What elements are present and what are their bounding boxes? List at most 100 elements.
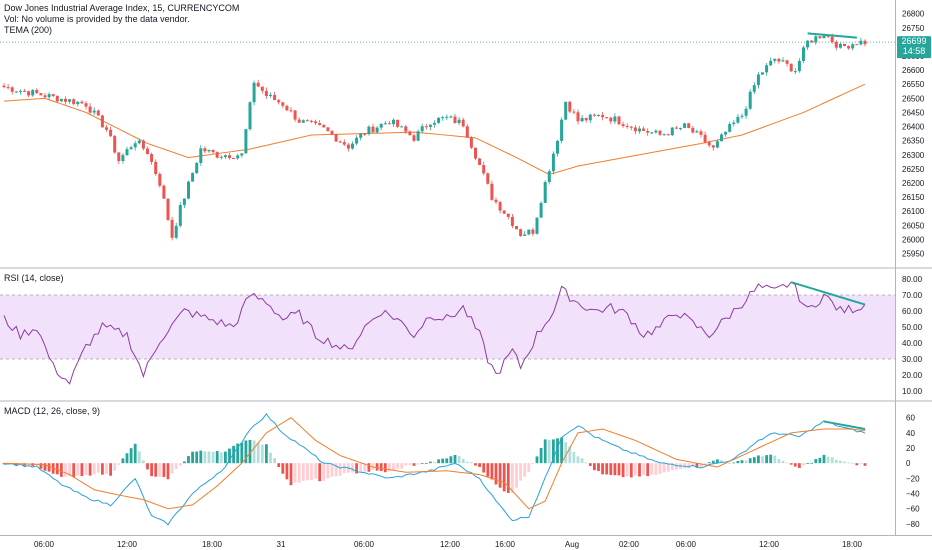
candle-body (519, 229, 523, 236)
candle-body (314, 121, 318, 124)
macd-histogram-bar (96, 463, 100, 473)
time-tick-label: 06:00 (34, 540, 55, 549)
candle-body (84, 103, 88, 107)
macd-histogram-bar (326, 463, 330, 479)
candle-body (703, 134, 707, 143)
price-tick-label: 26750 (902, 24, 925, 33)
macd-histogram-bar (539, 447, 543, 464)
macd-pane[interactable] (0, 401, 895, 535)
macd-histogram-bar (798, 463, 801, 468)
macd-histogram-bar (556, 438, 559, 464)
candle-body (465, 126, 469, 138)
macd-histogram-bar (650, 463, 654, 475)
candle-body (305, 120, 309, 122)
rsi-divergence-line[interactable] (790, 281, 866, 306)
macd-legend[interactable]: MACD (12, 26, close, 9) (4, 406, 101, 416)
macd-histogram-bar (707, 462, 711, 464)
price-tick-label: 25950 (902, 250, 925, 259)
price-tick-label: 26000 (902, 235, 925, 244)
macd-axis[interactable]: 60 40 20 0 −20 −40 −60 −80 (906, 414, 920, 529)
candle-body (14, 91, 18, 93)
candle-body (535, 217, 539, 234)
candle-body (699, 131, 703, 135)
macd-histogram-bar (785, 462, 789, 464)
macd-histogram-bar (515, 463, 518, 488)
rsi-axis[interactable]: 10.00 20.00 30.00 40.00 50.00 60.00 70.00 80.00 (902, 275, 923, 396)
macd-histogram-bar (318, 463, 322, 482)
macd-histogram-bar (310, 463, 313, 481)
macd-histogram-bar (351, 463, 354, 473)
chart-title[interactable]: Dow Jones Industrial Average Index, 15, … (4, 3, 240, 13)
candle-body (141, 140, 145, 149)
candle-body (100, 115, 104, 128)
candle-body (679, 127, 682, 129)
macd-histogram-bar (642, 463, 645, 476)
candle-body (502, 210, 506, 214)
candle-body (646, 130, 650, 133)
macd-histogram-bar (703, 463, 707, 466)
price-tick-label: 26800 (902, 10, 925, 19)
candle-body (838, 43, 842, 48)
candle-body (281, 102, 285, 106)
candle-body (724, 131, 728, 135)
macd-histogram-bar (498, 463, 502, 488)
candle-body (662, 134, 666, 136)
macd-histogram-bar (84, 463, 88, 476)
macd-histogram-bar (60, 463, 63, 477)
macd-tick-label: 60 (906, 414, 915, 423)
macd-histogram-bar (433, 462, 436, 464)
time-axis[interactable]: 06:00 12:00 18:00 31 06:00 12:00 16:00 Aug 02:00… (34, 540, 863, 549)
macd-histogram-bar (658, 463, 662, 475)
candle-body (113, 136, 117, 153)
macd-tick-label: −40 (906, 490, 920, 499)
candle-body (580, 118, 584, 122)
candle-body (330, 131, 334, 135)
price-tick-label: 26250 (902, 165, 925, 174)
macd-histogram-bar (757, 455, 760, 464)
price-divergence-line[interactable] (807, 32, 857, 39)
macd-histogram-bar (547, 439, 551, 464)
candle-body (236, 155, 240, 159)
candle-body (310, 120, 313, 122)
candle-body (826, 35, 830, 37)
macd-histogram-bar (736, 460, 740, 464)
macd-histogram-bar (400, 463, 404, 469)
candle-body (244, 129, 248, 154)
macd-divergence-line[interactable] (823, 420, 866, 431)
rsi-legend[interactable]: RSI (14, close) (4, 273, 64, 283)
candle-body (404, 126, 408, 132)
macd-histogram-bar (535, 456, 539, 464)
macd-histogram-bar (691, 463, 695, 467)
macd-histogram-bar (260, 444, 264, 464)
macd-histogram-bar (236, 443, 240, 464)
macd-histogram-bar (461, 458, 465, 464)
candle-body (43, 95, 47, 98)
candle-body (68, 99, 72, 102)
candle-body (457, 119, 461, 124)
candle-body (31, 89, 35, 96)
candle-body (273, 94, 277, 101)
macd-histogram-bar (39, 463, 43, 469)
macd-histogram-bar (129, 448, 133, 464)
candle-body (474, 147, 477, 159)
macd-histogram-bar (355, 463, 358, 474)
macd-histogram-bar (174, 463, 178, 469)
candle-body (133, 143, 137, 148)
macd-histogram-bar (64, 463, 67, 477)
macd-histogram-bar (478, 463, 481, 468)
price-tick-label: 26550 (902, 80, 925, 89)
candle-body (822, 35, 826, 39)
macd-histogram-bar (826, 456, 830, 464)
macd-histogram-bar (429, 461, 432, 464)
candle-body (728, 124, 732, 132)
candle-body (523, 234, 527, 236)
macd-histogram-bar (154, 463, 158, 477)
candle-body (387, 123, 391, 125)
price-tick-label: 26400 (902, 123, 925, 132)
tema-legend[interactable]: TEMA (200) (4, 25, 53, 35)
macd-histogram-bar (847, 462, 850, 464)
rsi-band-background (0, 295, 895, 359)
candle-body (121, 155, 125, 162)
price-pane[interactable] (0, 0, 895, 268)
